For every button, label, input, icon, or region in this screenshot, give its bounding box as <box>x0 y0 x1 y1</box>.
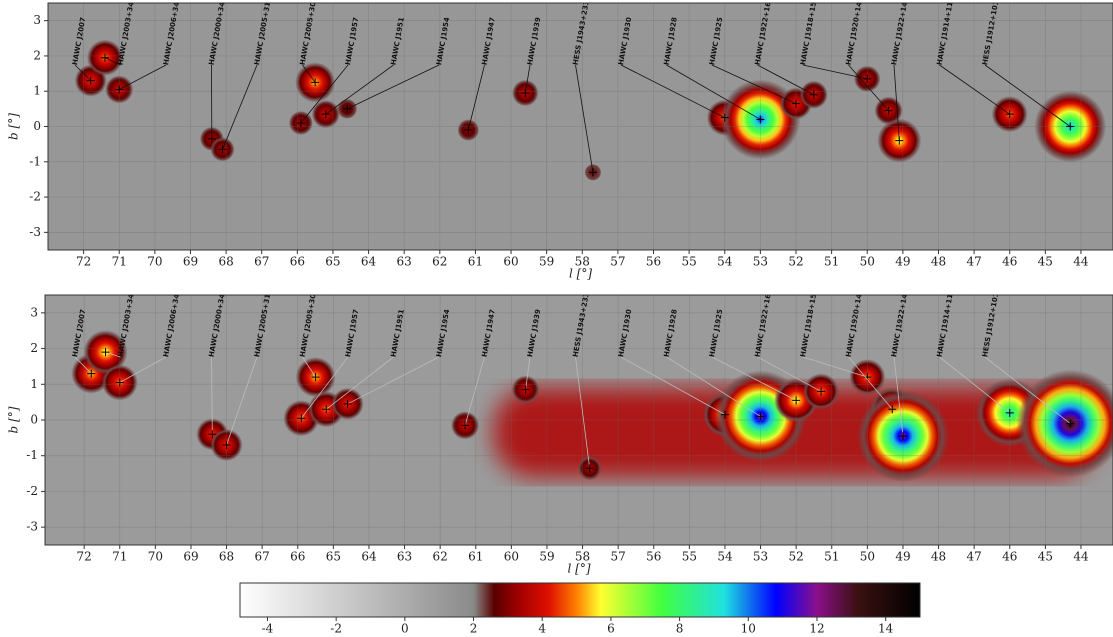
x-tick-label: 49 <box>895 255 910 269</box>
colorbar-tick-label: 14 <box>878 622 894 636</box>
x-tick-label: 53 <box>753 255 768 269</box>
y-axis-label: b [°] <box>7 113 21 140</box>
y-tick-label: 2 <box>30 341 38 355</box>
colorbar-tick-label: 0 <box>401 622 409 636</box>
y-tick-label: -2 <box>26 484 38 498</box>
y-tick-label: 1 <box>33 84 41 98</box>
colorbar-tick-label: 4 <box>538 622 546 636</box>
x-tick-label: 72 <box>77 550 92 564</box>
colorbar-tick-label: 2 <box>470 622 478 636</box>
x-tick-label: 65 <box>326 550 341 564</box>
x-tick-label: 52 <box>788 255 803 269</box>
x-tick-label: 63 <box>397 550 412 564</box>
x-tick-label: 50 <box>860 550 875 564</box>
x-tick-label: 71 <box>112 255 127 269</box>
x-tick-label: 61 <box>468 550 483 564</box>
x-tick-label: 46 <box>1002 550 1017 564</box>
x-tick-label: 69 <box>183 255 198 269</box>
x-tick-label: 47 <box>967 550 982 564</box>
x-tick-label: 54 <box>717 550 733 564</box>
x-tick-label: 59 <box>539 255 554 269</box>
x-tick-label: 47 <box>966 255 981 269</box>
x-tick-label: 66 <box>290 550 305 564</box>
x-tick-label: 64 <box>361 550 377 564</box>
x-tick-label: 56 <box>646 550 661 564</box>
x-tick-label: 62 <box>433 550 448 564</box>
x-tick-label: 56 <box>646 255 661 269</box>
x-tick-label: 62 <box>432 255 447 269</box>
x-tick-label: 66 <box>290 255 305 269</box>
x-tick-label: 64 <box>361 255 377 269</box>
x-tick-label: 50 <box>860 255 875 269</box>
colorbar-tick-label: -2 <box>330 622 342 636</box>
colorbar-tick-label: 6 <box>607 622 615 636</box>
x-axis-label: l [°] <box>567 562 590 576</box>
y-tick-label: 2 <box>33 48 41 62</box>
x-tick-label: 46 <box>1002 255 1017 269</box>
colorbar-tick-label: 10 <box>741 622 756 636</box>
x-tick-label: 44 <box>1073 255 1089 269</box>
y-tick-label: -1 <box>29 154 41 168</box>
x-tick-label: 61 <box>468 255 483 269</box>
x-tick-label: 57 <box>611 550 626 564</box>
x-tick-label: 72 <box>76 255 91 269</box>
x-tick-label: 44 <box>1073 550 1089 564</box>
map-panel: HAWC J2007HAWC J2003+348HAWC J2006+340HA… <box>45 288 1113 545</box>
x-tick-label: 65 <box>325 255 340 269</box>
x-tick-label: 54 <box>717 255 733 269</box>
x-tick-label: 55 <box>682 550 697 564</box>
x-tick-label: 51 <box>824 255 839 269</box>
y-tick-label: -1 <box>26 448 38 462</box>
x-tick-label: 52 <box>789 550 804 564</box>
x-tick-label: 53 <box>753 550 768 564</box>
y-tick-label: 3 <box>30 305 38 319</box>
x-tick-label: 57 <box>610 255 625 269</box>
x-tick-label: 69 <box>183 550 198 564</box>
x-tick-label: 55 <box>681 255 696 269</box>
x-tick-label: 49 <box>895 550 910 564</box>
x-tick-label: 59 <box>539 550 554 564</box>
x-tick-label: 60 <box>504 550 519 564</box>
y-tick-label: 1 <box>30 377 38 391</box>
x-tick-label: 67 <box>254 255 269 269</box>
x-tick-label: 60 <box>503 255 518 269</box>
colorbar-tick-label: -4 <box>262 622 274 636</box>
x-axis-label: l [°] <box>569 267 592 281</box>
colorbar <box>240 583 920 617</box>
x-tick-label: 70 <box>147 255 162 269</box>
x-tick-label: 45 <box>1038 255 1053 269</box>
x-tick-label: 51 <box>824 550 839 564</box>
y-tick-label: 3 <box>33 13 41 27</box>
y-axis-label: b [°] <box>7 406 21 433</box>
x-tick-label: 71 <box>112 550 127 564</box>
x-tick-label: 68 <box>218 255 233 269</box>
colorbar-tick-label: 12 <box>809 622 824 636</box>
y-tick-label: 0 <box>33 119 41 133</box>
x-tick-label: 63 <box>397 255 412 269</box>
x-tick-label: 67 <box>255 550 270 564</box>
y-tick-label: -3 <box>26 520 38 534</box>
x-tick-label: 70 <box>148 550 163 564</box>
y-tick-label: 0 <box>30 413 38 427</box>
y-tick-label: -2 <box>29 190 41 204</box>
x-tick-label: 48 <box>931 550 946 564</box>
figure: HAWC J2007HAWC J2003+348HAWC J2006+340HA… <box>0 0 1113 637</box>
x-tick-label: 68 <box>219 550 234 564</box>
y-tick-label: -3 <box>29 225 41 239</box>
x-tick-label: 45 <box>1038 550 1053 564</box>
x-tick-label: 48 <box>931 255 946 269</box>
colorbar-tick-label: 8 <box>676 622 684 636</box>
